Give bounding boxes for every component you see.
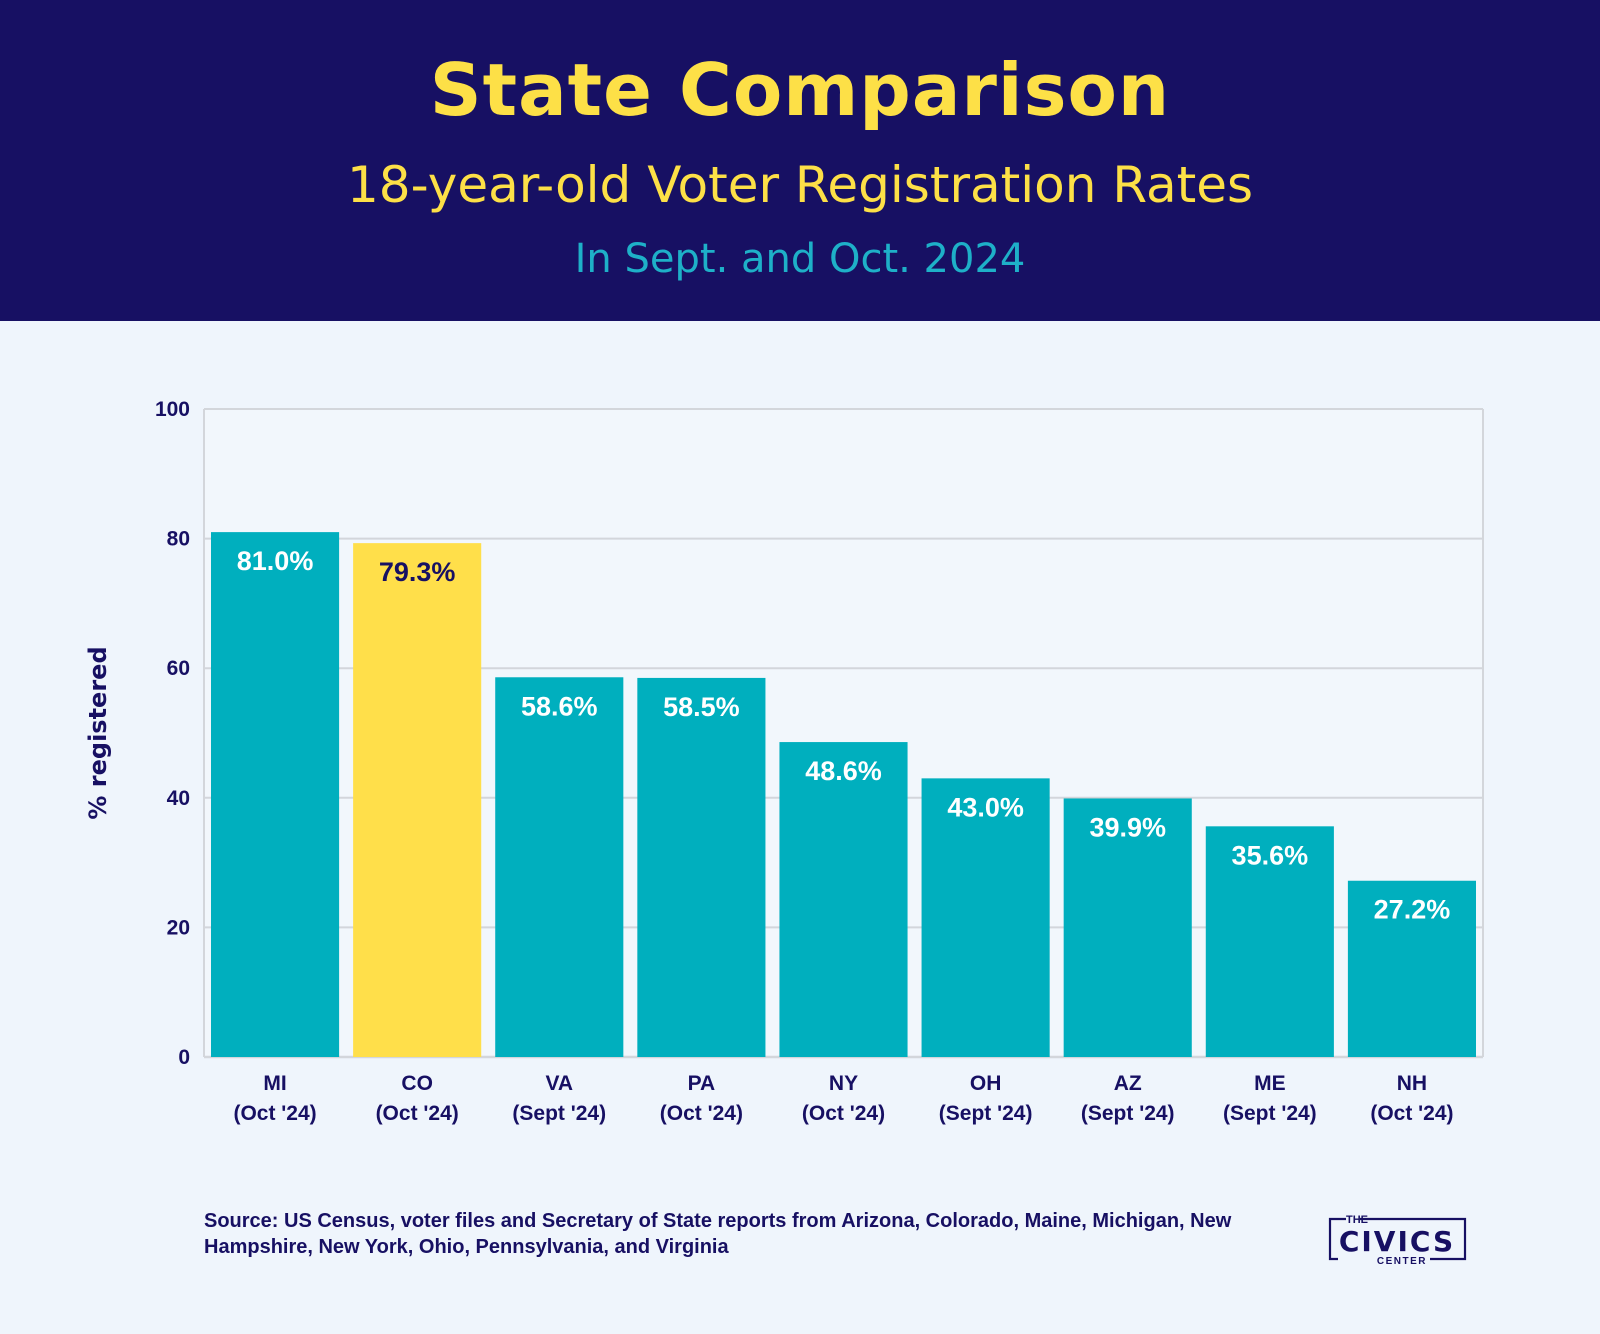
- bar-value-label: 79.3%: [379, 557, 456, 587]
- y-tick-label: 40: [167, 787, 190, 810]
- bar: [779, 742, 908, 1057]
- logo-bracket-right: [1360, 1217, 1467, 1261]
- x-tick-label-date: (Oct '24): [660, 1102, 743, 1125]
- bar: [211, 532, 340, 1057]
- bar: [637, 677, 766, 1057]
- x-tick-label-date: (Oct '24): [1370, 1102, 1453, 1125]
- y-tick-label: 80: [167, 528, 190, 551]
- x-tick-label-state: OH: [970, 1072, 1002, 1095]
- logo-bracket-left: [1328, 1217, 1346, 1261]
- x-tick-label-state: AZ: [1114, 1072, 1142, 1095]
- civics-center-logo: THE CIVICS CENTER: [1328, 1214, 1467, 1265]
- x-tick-label-date: (Sept '24): [1081, 1102, 1175, 1125]
- page-title: State Comparison: [429, 48, 1171, 132]
- y-tick-label: 20: [167, 916, 190, 939]
- x-tick-label-state: VA: [545, 1072, 573, 1095]
- x-tick-label-date: (Oct '24): [376, 1102, 459, 1125]
- bar: [1347, 880, 1476, 1057]
- bar-value-label: 48.6%: [805, 756, 882, 786]
- bar-value-label: 81.0%: [237, 546, 314, 576]
- y-tick-label: 0: [178, 1046, 190, 1069]
- y-tick-label: 100: [155, 398, 190, 421]
- bar-value-label: 27.2%: [1374, 895, 1451, 925]
- bar-value-label: 35.6%: [1232, 840, 1309, 870]
- x-tick-label-state: PA: [688, 1072, 716, 1095]
- bar: [495, 677, 624, 1057]
- x-tick-label-state: NH: [1397, 1072, 1427, 1095]
- date-range-subtitle: In Sept. and Oct. 2024: [574, 236, 1026, 282]
- bar-value-label: 58.5%: [663, 692, 740, 722]
- y-tick-label: 60: [167, 657, 190, 680]
- x-tick-label-state: NY: [829, 1072, 858, 1095]
- logo-text-civics: CIVICS: [1339, 1225, 1455, 1258]
- bar: [1063, 798, 1192, 1057]
- logo-text-the: THE: [1346, 1214, 1368, 1226]
- y-axis-label: % registered: [84, 646, 112, 819]
- header-banner: State Comparison 18-year-old Voter Regis…: [0, 0, 1600, 321]
- x-tick-label-date: (Oct '24): [233, 1102, 316, 1125]
- bar-chart: 0 20 40 60 80 100 % registered 81.0% MI (Oct '24)…: [84, 398, 1484, 1125]
- bar-value-label: 39.9%: [1089, 812, 1166, 842]
- x-tick-label-date: (Oct '24): [802, 1102, 885, 1125]
- logo-text-center: CENTER: [1377, 1256, 1427, 1265]
- bar: [921, 778, 1050, 1057]
- page-subtitle: 18-year-old Voter Registration Rates: [346, 156, 1254, 214]
- x-tick-label-state: MI: [263, 1072, 286, 1095]
- bar: [1205, 826, 1334, 1057]
- x-tick-label-state: CO: [401, 1072, 433, 1095]
- bar: [353, 543, 482, 1057]
- source-note: Source: US Census, voter files and Secre…: [204, 1210, 1232, 1258]
- bar-value-label: 58.6%: [521, 691, 598, 721]
- x-tick-label-date: (Sept '24): [512, 1102, 606, 1125]
- x-tick-label-date: (Sept '24): [1223, 1102, 1317, 1125]
- x-tick-label-date: (Sept '24): [939, 1102, 1033, 1125]
- bar-value-label: 43.0%: [947, 792, 1024, 822]
- x-tick-label-state: ME: [1254, 1072, 1286, 1095]
